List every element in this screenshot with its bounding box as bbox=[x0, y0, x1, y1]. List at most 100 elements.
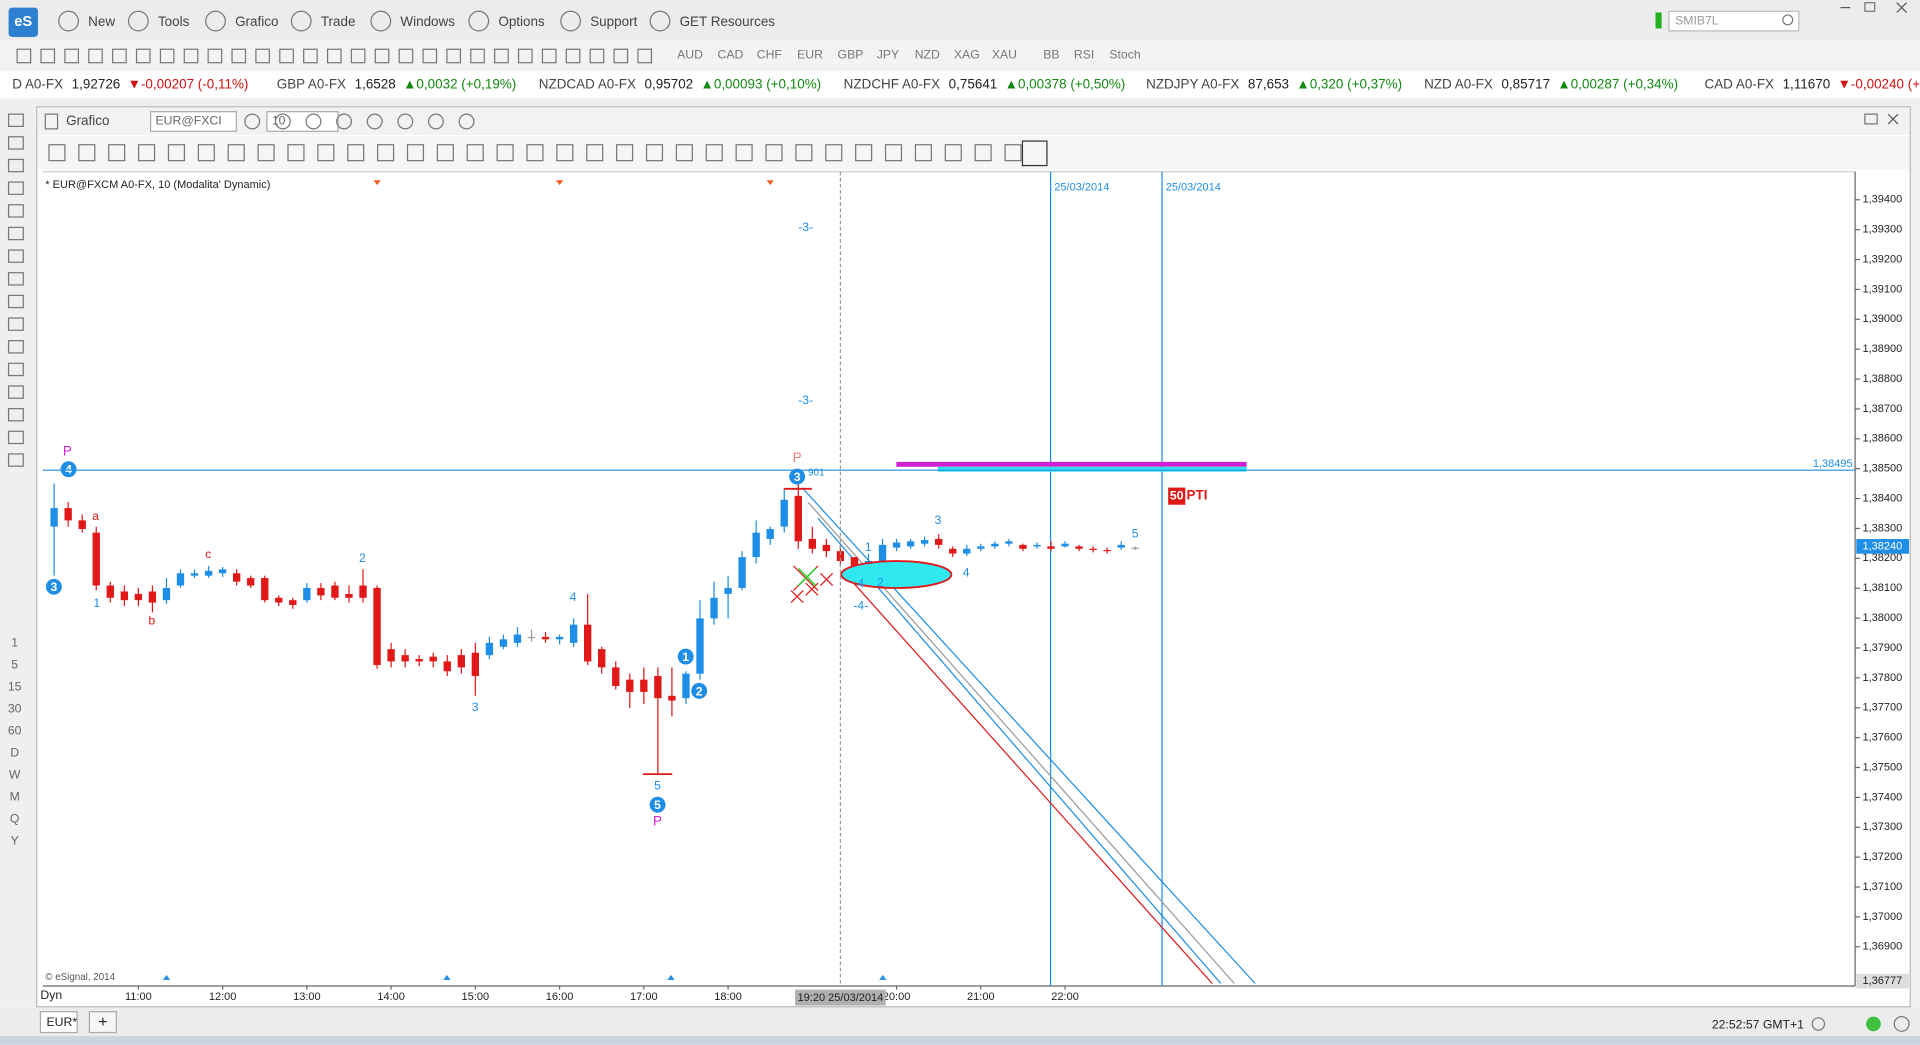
ticker-item[interactable]: CAD A0-FX 1,11670 ▼-0,00240 (+- bbox=[1704, 76, 1920, 91]
symbol-button[interactable]: CAD bbox=[718, 48, 744, 62]
status-icon[interactable] bbox=[1893, 1015, 1910, 1032]
magnet[interactable] bbox=[1021, 140, 1048, 167]
interval[interactable]: 15 bbox=[8, 679, 22, 693]
menu-icon[interactable] bbox=[649, 10, 671, 32]
window-tool[interactable] bbox=[397, 113, 414, 130]
draw-tool[interactable] bbox=[496, 144, 514, 162]
tool-icon[interactable] bbox=[135, 48, 151, 64]
tool-icon[interactable] bbox=[40, 48, 56, 64]
draw-tool[interactable] bbox=[197, 144, 215, 162]
study-button[interactable]: Stoch bbox=[1109, 48, 1140, 62]
status-icon[interactable] bbox=[1811, 1017, 1826, 1031]
side-icon[interactable] bbox=[7, 453, 24, 467]
draw-tool[interactable] bbox=[1004, 144, 1022, 162]
ticker-item[interactable]: NZDJPY A0-FX 87,653 ▲0,320 (+0,37%) bbox=[1146, 76, 1402, 91]
add-tab-label[interactable]: + bbox=[98, 1014, 107, 1031]
add-tab[interactable] bbox=[88, 1011, 117, 1034]
tool-icon[interactable] bbox=[303, 48, 318, 64]
window-tool[interactable] bbox=[244, 113, 261, 130]
draw-tool[interactable] bbox=[944, 144, 962, 162]
draw-tool[interactable] bbox=[765, 144, 783, 162]
side-icon[interactable] bbox=[7, 113, 24, 127]
menu-item[interactable]: Options bbox=[498, 14, 545, 29]
window-tool[interactable] bbox=[458, 113, 475, 130]
study-button[interactable]: BB bbox=[1043, 48, 1059, 62]
tab-label[interactable]: EUR* bbox=[47, 1015, 78, 1029]
ticker-item[interactable]: NZD A0-FX 0,85717 ▲0,00287 (+0,34%) bbox=[1424, 76, 1678, 91]
side-icon[interactable] bbox=[7, 204, 24, 218]
interval-text[interactable]: 10 bbox=[272, 114, 286, 128]
draw-tool[interactable] bbox=[586, 144, 604, 162]
draw-tool[interactable] bbox=[347, 144, 365, 162]
search-text[interactable]: SMIB7L bbox=[1675, 13, 1719, 27]
side-icon[interactable] bbox=[7, 158, 24, 173]
menu-icon[interactable] bbox=[370, 10, 392, 32]
side-icon[interactable] bbox=[7, 226, 24, 241]
draw-tool[interactable] bbox=[825, 144, 843, 162]
tool-icon[interactable] bbox=[159, 48, 175, 64]
interval[interactable]: 5 bbox=[11, 657, 18, 671]
side-icon[interactable] bbox=[7, 136, 24, 150]
side-icon[interactable] bbox=[7, 317, 24, 331]
symbol-button[interactable]: GBP bbox=[838, 48, 864, 62]
tool-icon[interactable] bbox=[16, 48, 32, 64]
menu-item[interactable]: Tools bbox=[158, 14, 190, 29]
study-button[interactable]: RSI bbox=[1074, 48, 1094, 62]
draw-tool[interactable] bbox=[78, 144, 96, 162]
tool-icon[interactable] bbox=[494, 48, 509, 64]
win-restore[interactable] bbox=[1864, 113, 1878, 125]
tool-icon[interactable] bbox=[613, 48, 629, 64]
menu-item[interactable]: Windows bbox=[400, 14, 455, 29]
interval[interactable]: 30 bbox=[8, 701, 22, 715]
tab[interactable] bbox=[39, 1011, 78, 1034]
side-icon[interactable] bbox=[7, 408, 24, 422]
menu-icon[interactable] bbox=[560, 10, 582, 32]
tool-icon[interactable] bbox=[637, 48, 653, 64]
tool-icon[interactable] bbox=[231, 48, 247, 64]
draw-tool[interactable] bbox=[974, 144, 992, 162]
restore[interactable] bbox=[1864, 2, 1876, 12]
draw-tool[interactable] bbox=[137, 144, 156, 162]
window-tool[interactable] bbox=[336, 113, 353, 130]
ticker-item[interactable]: D A0-FX 1,92726 ▼-0,00207 (-0,11%) bbox=[12, 76, 248, 91]
draw-tool[interactable] bbox=[914, 144, 932, 162]
draw-tool[interactable] bbox=[227, 144, 245, 162]
window-tool[interactable] bbox=[305, 113, 322, 130]
symbol-input[interactable] bbox=[150, 111, 237, 132]
ticker-item[interactable]: NZDCAD A0-FX 0,95702 ▲0,00093 (+0,10%) bbox=[539, 76, 821, 91]
interval-input[interactable] bbox=[266, 111, 339, 132]
menu-icon[interactable] bbox=[205, 10, 226, 32]
draw-tool[interactable] bbox=[795, 144, 813, 162]
symbol-text[interactable]: EUR@FXCI bbox=[156, 114, 222, 128]
interval[interactable]: Q bbox=[10, 812, 20, 826]
tool-icon[interactable] bbox=[88, 48, 103, 64]
interval[interactable]: Y bbox=[11, 834, 19, 848]
side-icon[interactable] bbox=[7, 249, 24, 263]
logo-box[interactable] bbox=[8, 7, 38, 37]
draw-tool[interactable] bbox=[735, 144, 753, 162]
draw-tool[interactable] bbox=[406, 144, 425, 162]
tool-icon[interactable] bbox=[326, 48, 342, 64]
window-tool[interactable] bbox=[274, 113, 291, 130]
tool-icon[interactable] bbox=[255, 48, 270, 64]
ticker-item[interactable]: GBP A0-FX 1,6528 ▲0,0032 (+0,19%) bbox=[277, 76, 517, 91]
tool-icon[interactable] bbox=[589, 48, 605, 64]
draw-tool[interactable] bbox=[526, 144, 544, 162]
draw-tool[interactable] bbox=[466, 144, 484, 162]
draw-tool[interactable] bbox=[556, 144, 574, 162]
side-icon[interactable] bbox=[7, 385, 24, 399]
tool-icon[interactable] bbox=[517, 48, 533, 64]
draw-tool[interactable] bbox=[884, 144, 903, 162]
draw-tool[interactable] bbox=[48, 144, 66, 162]
ticker-item[interactable]: NZDCHF A0-FX 0,75641 ▲0,00378 (+0,50%) bbox=[844, 76, 1126, 91]
symbol-button[interactable]: EUR bbox=[797, 48, 823, 62]
menu-item[interactable]: Grafico bbox=[235, 14, 278, 29]
tool-icon[interactable] bbox=[279, 48, 294, 64]
menu-item[interactable]: Support bbox=[590, 14, 637, 29]
symbol-button[interactable]: XAU bbox=[992, 48, 1017, 62]
status-icon[interactable] bbox=[1866, 1016, 1881, 1032]
window-tool[interactable] bbox=[427, 113, 444, 130]
draw-tool[interactable] bbox=[616, 144, 634, 162]
side-icon[interactable] bbox=[7, 272, 24, 286]
tool-icon[interactable] bbox=[422, 48, 438, 64]
